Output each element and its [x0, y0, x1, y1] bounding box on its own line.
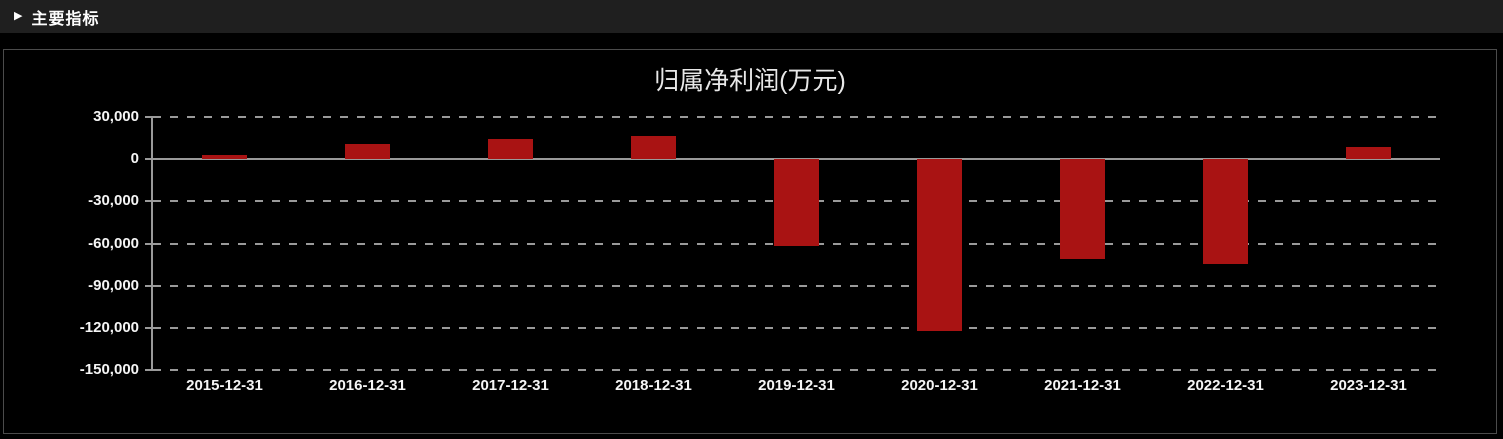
y-axis-tick-label: 0 [130, 150, 139, 168]
bar-2017[interactable] [488, 139, 533, 160]
x-axis-label: 2019-12-31 [758, 377, 835, 394]
bar-2015[interactable] [202, 154, 247, 160]
gridline [153, 284, 1440, 287]
gridline [153, 116, 1440, 118]
gridline [153, 369, 1440, 371]
y-axis-tick [145, 242, 153, 245]
chart-plot: 30,000 0 -30,000 -60,000 -90,000 -120,000 -150… [80, 108, 1440, 394]
x-axis-label: 2016-12-31 [329, 377, 406, 394]
y-axis-tick [145, 116, 153, 118]
y-axis-tick [145, 200, 153, 203]
y-axis-tick-label: -90,000 [88, 276, 139, 294]
section-header[interactable]: ▶ 主要指标 [0, 0, 1503, 33]
gridline [153, 326, 1440, 329]
x-axis-label: 2021-12-31 [1044, 377, 1121, 394]
y-axis-tick [145, 284, 153, 287]
bar-2023[interactable] [1346, 146, 1391, 160]
bar-2022[interactable] [1203, 159, 1248, 264]
y-axis-tick-label: -30,000 [88, 192, 139, 210]
x-axis-label: 2023-12-31 [1330, 377, 1407, 394]
x-axis-label: 2022-12-31 [1187, 377, 1264, 394]
y-axis-tick-label: -120,000 [79, 318, 139, 336]
y-axis-tick [145, 326, 153, 329]
x-axis-label: 2017-12-31 [472, 377, 549, 394]
section-title: 主要指标 [31, 10, 100, 28]
chart-title: 归属净利润(万元) [654, 67, 846, 95]
expand-arrow-icon: ▶ [14, 10, 23, 22]
bar-2020[interactable] [917, 159, 962, 332]
bar-2019[interactable] [774, 159, 819, 246]
y-axis-tick [145, 369, 153, 371]
x-axis-label: 2015-12-31 [186, 377, 263, 394]
bar-2018[interactable] [631, 136, 676, 160]
y-axis-tick-label: -150,000 [79, 361, 139, 378]
bar-2021[interactable] [1060, 159, 1105, 259]
bar-2016[interactable] [345, 143, 390, 160]
y-axis-tick-label: 30,000 [93, 108, 139, 125]
y-axis-tick-label: -60,000 [88, 234, 139, 252]
x-axis-label: 2018-12-31 [615, 377, 692, 394]
x-axis-label: 2020-12-31 [901, 377, 978, 394]
y-axis-tick [145, 158, 153, 161]
chart-panel: 归属净利润(万元) 30,000 0 -30,000 -60,000 -90,000 -1… [3, 49, 1497, 434]
